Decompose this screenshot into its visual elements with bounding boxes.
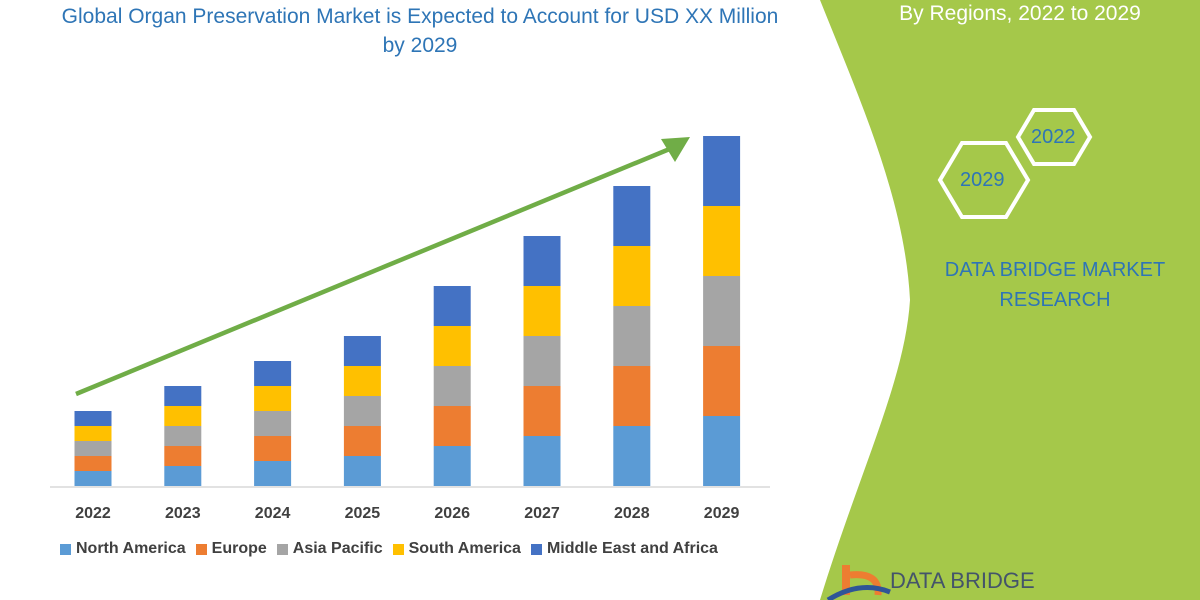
bar-segment bbox=[164, 446, 202, 466]
bar-segment bbox=[433, 326, 471, 366]
legend-swatch bbox=[530, 543, 542, 555]
x-tick-label: 2025 bbox=[345, 505, 381, 522]
bar-segment bbox=[613, 366, 651, 426]
x-tick-label: 2027 bbox=[524, 505, 560, 522]
green-panel bbox=[820, 0, 1200, 600]
bar-segment bbox=[703, 276, 741, 346]
trend-arrow-head bbox=[661, 137, 690, 162]
legend-item: North America bbox=[60, 540, 186, 558]
hexagon-2022-icon bbox=[1015, 108, 1093, 166]
legend-item: South America bbox=[392, 540, 521, 558]
bar-segment bbox=[433, 446, 471, 486]
bar-segment bbox=[74, 456, 112, 471]
bar-segment bbox=[523, 336, 561, 386]
hexagon-2029-icon bbox=[937, 141, 1031, 219]
brand-name: DATA BRIDGE MARKET RESEARCH bbox=[944, 259, 1166, 311]
bar-segment bbox=[74, 426, 112, 441]
bar-segment bbox=[343, 366, 381, 396]
legend-swatch bbox=[392, 543, 404, 555]
bar-segment bbox=[164, 406, 202, 426]
legend-label: North America bbox=[76, 540, 186, 557]
x-tick-label: 2023 bbox=[165, 505, 201, 522]
legend-label: Europe bbox=[211, 540, 267, 557]
bar-segment bbox=[433, 286, 471, 326]
bar-segment bbox=[703, 206, 741, 276]
bar-segment bbox=[433, 366, 471, 406]
bar-segment bbox=[613, 246, 651, 306]
bar-segment bbox=[523, 386, 561, 436]
bar-segment bbox=[523, 236, 561, 286]
bar-segment bbox=[703, 416, 741, 486]
bar-segment bbox=[164, 386, 202, 406]
bar-segment bbox=[74, 441, 112, 456]
bar-segment bbox=[523, 436, 561, 486]
legend-swatch bbox=[276, 543, 288, 555]
x-tick-label: 2028 bbox=[614, 505, 650, 522]
bar-segment bbox=[703, 346, 741, 416]
chart-title: Global Organ Preservation Market is Expe… bbox=[61, 5, 779, 57]
bar-segment bbox=[343, 336, 381, 366]
bar-segment bbox=[613, 426, 651, 486]
legend-item: Europe bbox=[195, 540, 267, 558]
bar-segment bbox=[74, 411, 112, 426]
hex-label-2022: 2022 bbox=[1031, 126, 1076, 148]
legend-swatch bbox=[60, 543, 71, 555]
legend-item: Middle East and Africa bbox=[530, 540, 718, 558]
legend-label: Middle East and Africa bbox=[546, 540, 718, 557]
panel-subtitle: By Regions, 2022 to 2029 bbox=[899, 2, 1141, 25]
logo-icon bbox=[826, 565, 891, 600]
bar-segment bbox=[613, 186, 651, 246]
bar-segment bbox=[613, 306, 651, 366]
legend: North America Europe Asia Pacific South … bbox=[60, 540, 718, 558]
legend-label: Asia Pacific bbox=[292, 540, 383, 557]
bar-segment bbox=[343, 426, 381, 456]
bar-segment bbox=[254, 411, 292, 436]
legend-label: South America bbox=[408, 540, 521, 557]
x-tick-label: 2029 bbox=[704, 505, 740, 522]
bar-segment bbox=[343, 456, 381, 486]
bar-segment bbox=[164, 426, 202, 446]
bar-segment bbox=[254, 361, 292, 386]
hex-label-2029: 2029 bbox=[960, 169, 1005, 191]
bar-segment bbox=[703, 136, 741, 206]
bar-segment bbox=[254, 436, 292, 461]
bar-segment bbox=[74, 471, 112, 486]
x-tick-label: 2024 bbox=[255, 505, 291, 522]
bar-segment bbox=[523, 286, 561, 336]
logo-text: DATA BRIDGE bbox=[890, 568, 1035, 593]
bar-segment bbox=[254, 386, 292, 411]
bar-segment bbox=[343, 396, 381, 426]
x-tick-label: 2026 bbox=[434, 505, 470, 522]
trend-arrow-line bbox=[75, 145, 673, 397]
bar-segment bbox=[254, 461, 292, 486]
chart: 2022 2023 2024 2025 2026 2027 2028 2029 bbox=[50, 136, 770, 522]
bar-segment bbox=[433, 406, 471, 446]
legend-item: Asia Pacific bbox=[276, 540, 383, 558]
bar-segment bbox=[164, 466, 202, 486]
x-tick-label: 2022 bbox=[75, 505, 111, 522]
legend-swatch bbox=[195, 543, 207, 555]
